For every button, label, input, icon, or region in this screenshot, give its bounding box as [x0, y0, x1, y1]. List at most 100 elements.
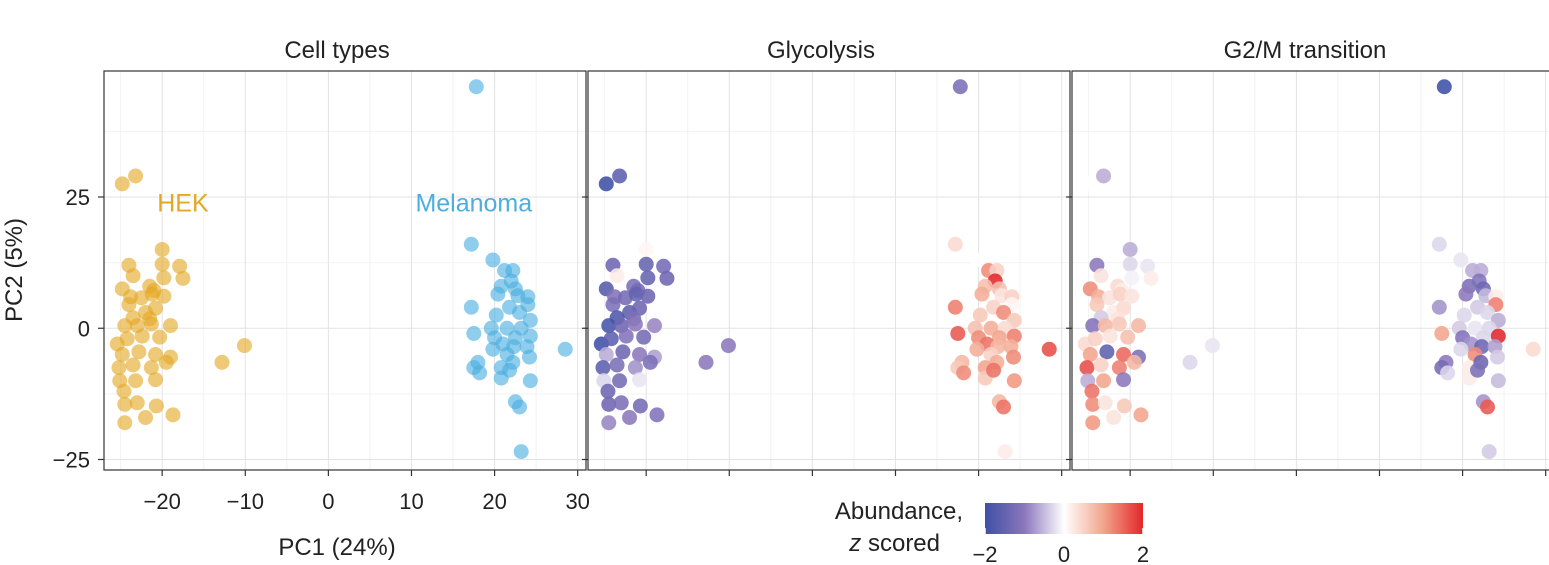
- scatter-point: [646, 318, 662, 334]
- panel-glycolysis: [582, 70, 1071, 476]
- scatter-point: [156, 288, 172, 304]
- colorbar-tick-label: 0: [1058, 542, 1070, 565]
- scatter-point: [128, 373, 144, 389]
- panel-frame: [1071, 70, 1549, 471]
- scatter-point: [143, 316, 159, 332]
- panel-g2m: [1066, 70, 1549, 476]
- scatter-point: [969, 252, 985, 268]
- scatter-point: [488, 307, 504, 323]
- scatter-point: [1453, 252, 1469, 268]
- scatter-point: [154, 256, 170, 272]
- scatter-point: [1085, 415, 1101, 431]
- scatter-point: [116, 383, 132, 399]
- scatter-point: [969, 341, 985, 357]
- scatter-point: [638, 256, 654, 272]
- scatter-point: [956, 365, 972, 381]
- scatter-point: [513, 444, 529, 460]
- scatter-point: [947, 236, 963, 252]
- scatter-point: [627, 316, 643, 332]
- scatter-point: [154, 242, 170, 257]
- scatter-point: [642, 354, 658, 370]
- colorbar-title-scored: scored: [861, 530, 940, 557]
- scatter-point: [1111, 360, 1127, 376]
- scatter-point: [952, 79, 968, 95]
- scatter-point: [1440, 365, 1456, 381]
- scatter-point: [134, 328, 150, 344]
- scatter-point: [1458, 286, 1474, 302]
- x-tick-label: 0: [322, 489, 334, 514]
- scatter-point: [1082, 347, 1098, 362]
- scatter-point: [986, 362, 1002, 378]
- scatter-point: [138, 410, 154, 425]
- scatter-point: [1140, 258, 1156, 274]
- scatter-point: [485, 252, 501, 268]
- scatter-point: [615, 344, 631, 360]
- scatter-point: [1480, 399, 1496, 415]
- scatter-point: [148, 347, 164, 362]
- scatter-point: [129, 395, 145, 411]
- label-melanoma: Melanoma: [415, 189, 532, 217]
- scatter-point: [214, 354, 230, 370]
- scatter-point: [485, 341, 501, 357]
- scatter-point: [148, 372, 164, 388]
- scatter-point: [1436, 79, 1452, 95]
- x-tick-label: 20: [482, 489, 506, 514]
- scatter-point: [490, 286, 506, 302]
- scatter-point: [627, 360, 643, 376]
- scatter-point: [996, 399, 1012, 415]
- scatter-point: [1112, 286, 1128, 302]
- scatter-point: [1122, 256, 1138, 272]
- scatter-point: [598, 347, 614, 362]
- scatter-point: [601, 396, 617, 412]
- x-tick-label: 10: [399, 489, 423, 514]
- scatter-point: [601, 318, 617, 334]
- scatter-point: [1111, 316, 1127, 332]
- scatter-point: [119, 331, 135, 347]
- scatter-point: [131, 344, 147, 360]
- y-tick-label: −25: [53, 448, 90, 473]
- scatter-point: [698, 354, 714, 370]
- scatter-point: [595, 360, 611, 376]
- scatter-point: [950, 326, 966, 341]
- scatter-point: [1082, 176, 1098, 192]
- scatter-point: [996, 305, 1012, 320]
- scatter-point: [622, 410, 638, 425]
- scatter-point: [468, 79, 484, 95]
- scatter-point: [1431, 299, 1447, 315]
- scatter-point: [466, 326, 482, 341]
- scatter-point: [601, 415, 617, 431]
- panel-cell-types: −20 −10 0 10 20 30 −25 0 25: [53, 70, 590, 514]
- scatter-point: [659, 270, 675, 286]
- colorbar-tick-label: −2: [972, 542, 997, 565]
- scatter-point: [1133, 407, 1149, 423]
- scatter-point: [1097, 395, 1113, 411]
- panel-title-g2m: G2/M transition: [1224, 37, 1387, 64]
- scatter-point: [156, 270, 172, 286]
- scatter-point: [612, 168, 628, 184]
- scatter-point: [1116, 372, 1132, 388]
- scatter-point: [117, 415, 133, 431]
- x-tick-label: −20: [144, 489, 181, 514]
- colorbar-title-z: z: [848, 530, 861, 557]
- panel-title-cell-types: Cell types: [284, 37, 389, 64]
- scatter-point: [640, 270, 656, 286]
- scatter-point: [1085, 318, 1101, 334]
- scatter-point: [111, 360, 127, 376]
- y-tick-label: 25: [66, 185, 90, 210]
- scatter-point: [1182, 354, 1198, 370]
- scatter-point: [1005, 349, 1021, 365]
- scatter-point: [1143, 270, 1159, 286]
- scatter-point: [1089, 297, 1105, 313]
- scatter-point: [512, 305, 528, 320]
- scatter-point: [605, 297, 621, 313]
- scatter-point: [598, 176, 614, 192]
- scatter-point: [1102, 328, 1118, 344]
- scatter-point: [1084, 383, 1100, 399]
- scatter-point: [463, 236, 479, 252]
- scatter-point: [1093, 268, 1109, 284]
- colorbar-title-line1: Abundance,: [835, 498, 963, 525]
- scatter-point: [522, 373, 538, 389]
- colorbar-title-line2: z scored: [848, 530, 940, 557]
- scatter-point: [636, 329, 652, 345]
- scatter-point: [125, 357, 141, 373]
